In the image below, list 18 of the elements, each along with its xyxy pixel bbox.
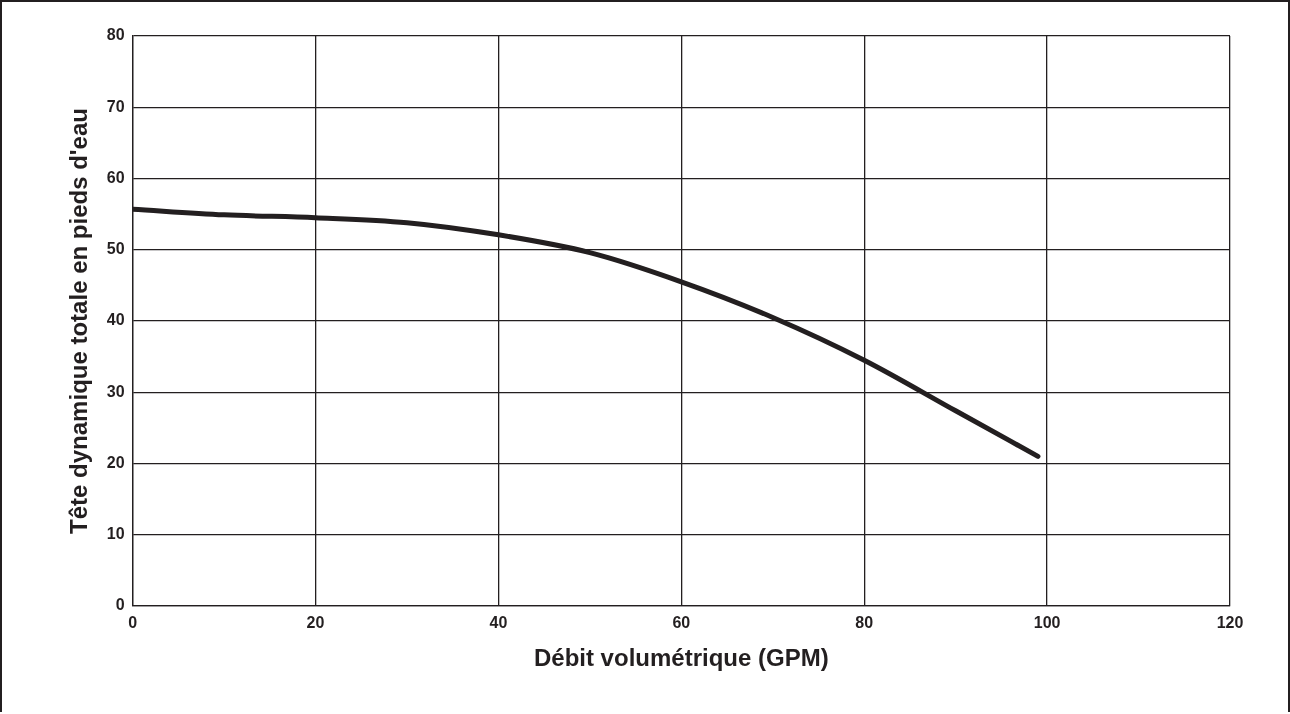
y-tick-label: 10 — [106, 525, 125, 543]
y-tick-label: 80 — [106, 26, 125, 44]
y-tick-label: 0 — [115, 596, 125, 614]
x-tick-label: 20 — [306, 614, 325, 632]
x-tick-label: 120 — [1216, 614, 1244, 632]
y-axis-title: Tête dynamique totale en pieds d'eau — [65, 108, 93, 534]
y-tick-label: 20 — [106, 453, 125, 471]
x-tick-label: 60 — [672, 614, 691, 632]
y-tick-label: 30 — [106, 382, 125, 400]
x-tick-label: 40 — [489, 614, 508, 632]
x-tick-label: 100 — [1033, 614, 1061, 632]
x-tick-label: 0 — [128, 614, 138, 632]
y-tick-label: 70 — [106, 97, 125, 115]
y-tick-label: 40 — [106, 311, 125, 329]
y-tick-label: 50 — [106, 240, 125, 258]
x-axis-title: Débit volumétrique (GPM) — [533, 644, 829, 672]
x-tick-label: 80 — [855, 614, 874, 632]
y-tick-label: 60 — [106, 168, 125, 186]
